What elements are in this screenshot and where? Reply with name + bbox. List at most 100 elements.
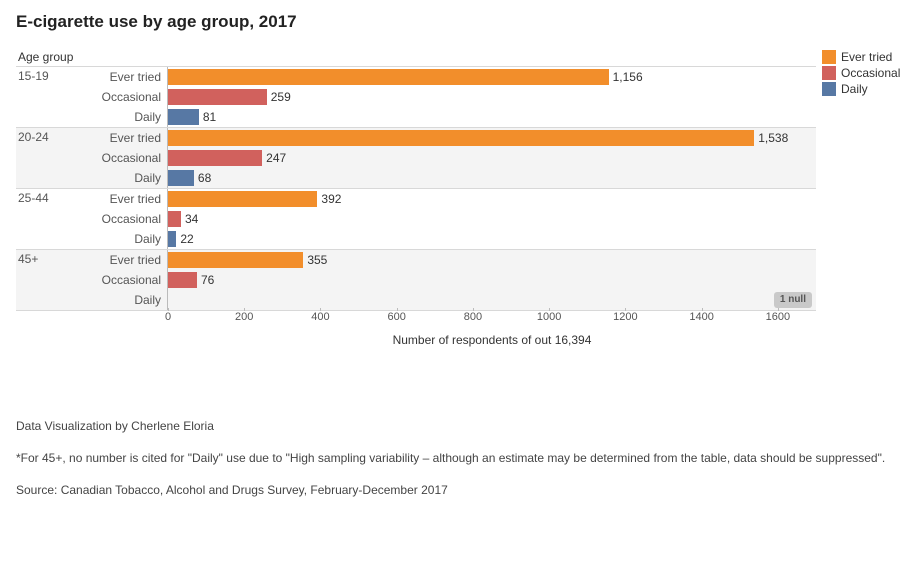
category-label: Ever tried xyxy=(76,189,168,209)
bar xyxy=(168,89,267,105)
age-label xyxy=(16,87,76,107)
bar-value-label: 81 xyxy=(199,107,216,127)
category-label: Ever tried xyxy=(76,128,168,148)
bar xyxy=(168,170,194,186)
age-label: 20-24 xyxy=(16,128,76,148)
x-tick-label: 0 xyxy=(165,311,171,323)
age-label xyxy=(16,229,76,249)
age-group: 45+Ever tried 355 Occasional 76 Daily 1 null xyxy=(16,249,816,310)
bar xyxy=(168,109,199,125)
byline: Data Visualization by Cherlene Eloria xyxy=(16,417,908,435)
chart-row: 45+Ever tried 355 xyxy=(16,250,816,270)
age-group: 20-24Ever tried 1,538 Occasional 247 Daily 68 xyxy=(16,127,816,188)
chart-row: Daily81 xyxy=(16,107,816,127)
legend-label: Daily xyxy=(841,82,868,96)
bar-value-label: 1,538 xyxy=(754,128,788,148)
bar-cell: 1,538 xyxy=(168,128,816,148)
category-label: Occasional xyxy=(76,148,168,168)
category-label: Daily xyxy=(76,290,168,310)
x-tick-label: 400 xyxy=(311,311,329,323)
bar-value-label: 392 xyxy=(317,189,341,209)
chart-groups: 15-19Ever tried1,156Occasional259Daily81… xyxy=(16,66,816,310)
chart-row: 20-24Ever tried 1,538 xyxy=(16,128,816,148)
age-label: 25-44 xyxy=(16,189,76,209)
age-group: 15-19Ever tried 1,156 Occasional 259Daily81 xyxy=(16,66,816,127)
category-label: Occasional xyxy=(76,270,168,290)
x-axis: 0 200 400 600 800 1000 1200 1400 1600 xyxy=(16,310,816,329)
x-tick-label: 1000 xyxy=(537,311,561,323)
bar xyxy=(168,69,609,85)
x-tick-label: 1600 xyxy=(766,311,790,323)
category-label: Occasional xyxy=(76,87,168,107)
bar xyxy=(168,272,197,288)
legend-label: Ever tried xyxy=(841,50,892,64)
category-label: Ever tried xyxy=(76,250,168,270)
chart-row: 25-44Ever tried 392 xyxy=(16,189,816,209)
bar-cell: 392 xyxy=(168,189,816,209)
bar xyxy=(168,231,176,247)
legend-swatch xyxy=(822,82,836,96)
age-label xyxy=(16,290,76,310)
footnote: *For 45+, no number is cited for "Daily"… xyxy=(16,449,908,467)
y-axis-header: Age group xyxy=(16,50,816,64)
chart-row: Occasional 247 xyxy=(16,148,816,168)
bar-value-label: 34 xyxy=(181,209,198,229)
age-label xyxy=(16,107,76,127)
bar-value-label: 259 xyxy=(267,87,291,107)
x-axis-ticks: 0 200 400 600 800 1000 1200 1400 1600 xyxy=(168,311,816,329)
category-label: Daily xyxy=(76,168,168,188)
legend-swatch xyxy=(822,50,836,64)
bar-value-label: 68 xyxy=(194,168,211,188)
bar xyxy=(168,150,262,166)
legend: Ever tried Occasional Daily xyxy=(816,50,908,98)
chart-row: Occasional 34 xyxy=(16,209,816,229)
chart-row: Occasional 76 xyxy=(16,270,816,290)
bar-cell: 259 xyxy=(168,87,816,107)
category-label: Daily xyxy=(76,229,168,249)
x-tick-label: 600 xyxy=(388,311,406,323)
age-label: 45+ xyxy=(16,250,76,270)
age-label: 15-19 xyxy=(16,67,76,87)
chart-row: Daily 22 xyxy=(16,229,816,249)
bar-cell: 81 xyxy=(168,107,816,127)
bar-value-label: 1,156 xyxy=(609,67,643,87)
bar-value-label: 22 xyxy=(176,229,193,249)
bar-cell: 1 null xyxy=(168,290,816,310)
bar-value-label: 76 xyxy=(197,270,214,290)
bar-value-label: 247 xyxy=(262,148,286,168)
bar-value-label: 355 xyxy=(303,250,327,270)
legend-item: Daily xyxy=(822,82,908,96)
chart-wrap: Age group 15-19Ever tried1,156Occasional… xyxy=(16,50,908,347)
bar-cell: 247 xyxy=(168,148,816,168)
legend-item: Occasional xyxy=(822,66,908,80)
chart-row: 15-19Ever tried 1,156 xyxy=(16,67,816,87)
age-label xyxy=(16,148,76,168)
bar-cell: 1,156 xyxy=(168,67,816,87)
legend-swatch xyxy=(822,66,836,80)
bar-cell: 76 xyxy=(168,270,816,290)
bar-cell: 22 xyxy=(168,229,816,249)
legend-label: Occasional xyxy=(841,66,900,80)
chart-title: E-cigarette use by age group, 2017 xyxy=(16,12,908,32)
bar-cell: 68 xyxy=(168,168,816,188)
x-axis-label: Number of respondents of out 16,394 xyxy=(168,333,816,347)
chart-row: Daily 68 xyxy=(16,168,816,188)
category-label: Ever tried xyxy=(76,67,168,87)
x-tick-label: 1200 xyxy=(613,311,637,323)
chart-row: Daily 1 null xyxy=(16,290,816,310)
age-label xyxy=(16,168,76,188)
bar xyxy=(168,252,303,268)
footer: Data Visualization by Cherlene Eloria *F… xyxy=(16,417,908,499)
age-group: 25-44Ever tried 392 Occasional 34 Daily 22 xyxy=(16,188,816,249)
x-tick-label: 200 xyxy=(235,311,253,323)
bar-cell: 355 xyxy=(168,250,816,270)
x-tick-label: 800 xyxy=(464,311,482,323)
chart-area: Age group 15-19Ever tried1,156Occasional… xyxy=(16,50,816,347)
bar xyxy=(168,130,754,146)
age-label xyxy=(16,209,76,229)
null-badge: 1 null xyxy=(774,292,812,308)
chart-row: Occasional 259 xyxy=(16,87,816,107)
legend-item: Ever tried xyxy=(822,50,908,64)
category-label: Occasional xyxy=(76,209,168,229)
x-tick-label: 1400 xyxy=(689,311,713,323)
